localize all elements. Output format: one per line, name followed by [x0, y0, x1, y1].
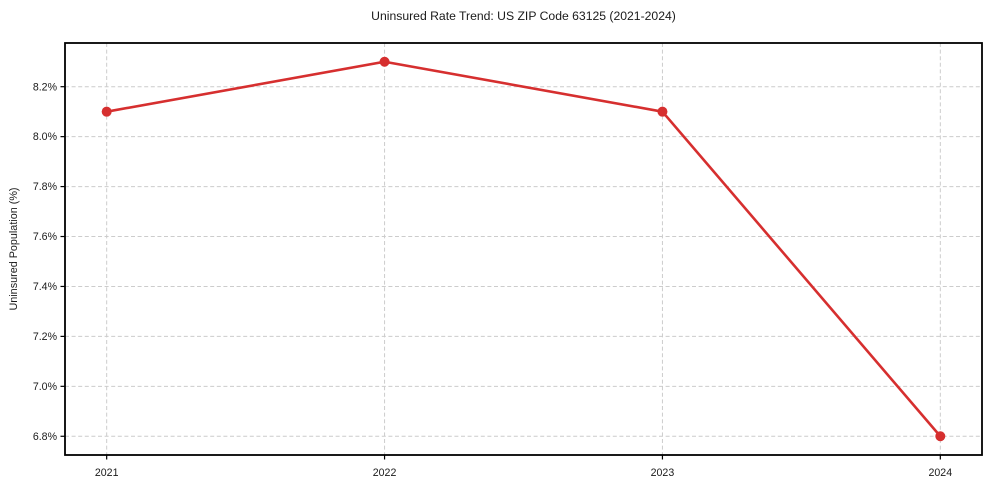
trend-line — [105, 60, 942, 438]
data-point — [657, 106, 668, 117]
chart-title: Uninsured Rate Trend: US ZIP Code 63125 … — [371, 9, 676, 23]
y-tick-label: 7.0% — [33, 381, 58, 393]
y-tick-label: 7.4% — [33, 281, 58, 293]
y-tick-label: 8.0% — [33, 131, 58, 143]
y-tick-label: 8.2% — [33, 81, 58, 93]
x-tick-label: 2021 — [95, 467, 119, 479]
y-tick-label: 6.8% — [33, 431, 58, 443]
x-tick-label: 2024 — [929, 467, 953, 479]
x-tick-label: 2022 — [373, 467, 397, 479]
data-point — [935, 431, 946, 442]
y-tick-label: 7.2% — [33, 331, 58, 343]
x-tick-label: 2023 — [651, 467, 675, 479]
plot-border — [64, 42, 983, 456]
y-axis-label: Uninsured Population (%) — [8, 187, 20, 310]
y-tick-label: 7.6% — [33, 231, 58, 243]
y-tick-label: 7.8% — [33, 181, 58, 193]
plot-area: 6.8% 7.0% 7.2% 7.4% 7.6% 7.8% 8.0% 8.2% 2021 2022… — [33, 42, 983, 479]
data-point — [101, 106, 112, 117]
data-point — [379, 56, 390, 67]
